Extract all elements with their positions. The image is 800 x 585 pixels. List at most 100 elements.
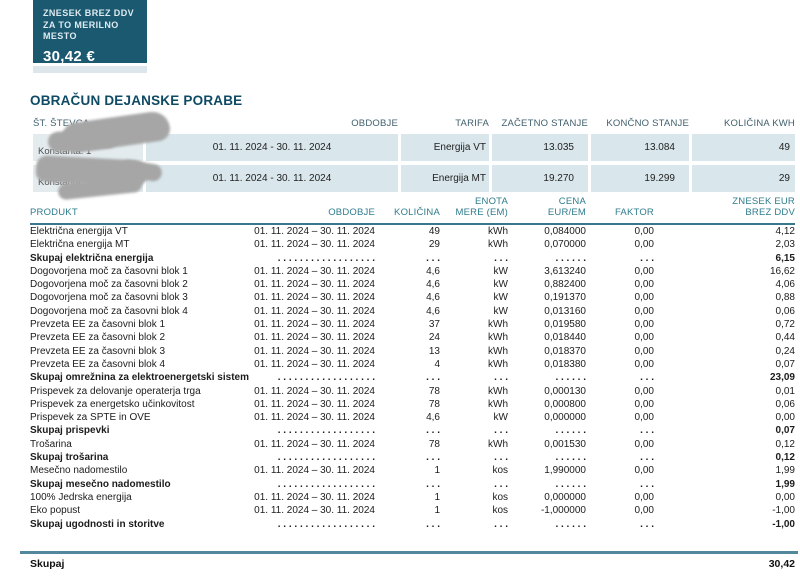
product-unit-cell: . . . [494,452,508,464]
product-amount-cell: 0,24 [775,345,795,357]
meter-header-start: ZAČETNO STANJE [501,118,588,129]
product-factor-cell: 0,00 [634,345,654,357]
product-price-cell: 0,191370 [544,292,586,304]
product-factor-cell: 0,00 [634,505,654,517]
products-header-amount: ZNESEK EUR BREZ DDV [654,196,795,225]
product-factor-cell: 0,00 [634,265,654,277]
product-unit-cell: . . . [494,425,508,437]
product-name-cell: Skupaj električna energija [30,252,154,264]
product-price-cell: . . . . . . [555,252,586,264]
product-price-cell: 1,990000 [544,465,586,477]
product-factor-cell: 0,00 [634,332,654,344]
product-price-cell: 0,013160 [544,305,586,317]
product-price-cell: 0,084000 [544,226,586,237]
product-name-cell: Dogovorjena moč za časovni blok 2 [30,279,188,291]
meter-period-cell: 01. 11. 2024 - 30. 11. 2024 [146,165,398,192]
meter-qty-cell: 49 [692,134,795,161]
products-table-row: Električna energija MT 01. 11. 2024 – 30… [30,238,795,251]
product-period-cell: . . . . . . . . . . . . . . . . . . [277,518,375,530]
product-qty-cell: 4,6 [426,265,440,277]
product-name-cell: 100% Jedrska energija [30,491,132,503]
product-factor-cell: 0,00 [634,438,654,450]
product-qty-cell: . . . [426,518,440,530]
product-price-cell: . . . . . . [555,478,586,490]
product-unit-cell: kos [492,491,508,503]
product-price-cell: -1,000000 [540,505,586,517]
product-period-cell: 01. 11. 2024 – 30. 11. 2024 [254,332,375,344]
products-table-row: Dogovorjena moč za časovni blok 3 01. 11… [30,291,795,304]
product-name-cell: Skupaj mesečno nadomestilo [30,478,171,490]
product-amount-cell: 0,44 [775,332,795,344]
product-qty-cell: 4 [434,358,440,370]
product-amount-cell: 4,06 [775,279,795,291]
product-price-cell: . . . . . . [555,452,586,464]
product-price-cell: 0,000000 [544,491,586,503]
product-unit-cell: kWh [488,332,508,344]
meter-table-row: Konstanta: 1 01. 11. 2024 - 30. 11. 2024… [33,134,795,161]
product-unit-cell: kWh [488,239,508,251]
product-amount-cell: 6,15 [775,252,795,264]
product-name-cell: Skupaj omrežnina za elektroenergetski si… [30,372,249,384]
product-amount-cell: 0,06 [775,305,795,317]
product-unit-cell: kWh [488,358,508,370]
product-amount-cell: 0,00 [775,491,795,503]
product-qty-cell: . . . [426,252,440,264]
product-qty-cell: . . . [426,452,440,464]
product-amount-cell: 1,99 [775,465,795,477]
product-qty-cell: 13 [428,345,440,357]
product-amount-cell: 0,72 [775,319,795,331]
product-factor-cell: 0,00 [634,398,654,410]
product-qty-cell: 1 [434,505,440,517]
product-name-cell: Prevzeta EE za časovni blok 2 [30,332,166,344]
products-table-row: Skupaj omrežnina za elektroenergetski si… [30,371,795,384]
product-unit-cell: kW [493,292,508,304]
product-name-cell: Električna energija VT [30,226,128,237]
product-factor-cell: 0,00 [634,305,654,317]
amount-summary-box: ZNESEK BREZ DDV ZA TO MERILNO MESTO 30,4… [33,0,147,65]
product-amount-cell: 16,62 [769,265,795,277]
product-price-cell: 0,019580 [544,319,586,331]
total-divider-rule [20,551,798,554]
grand-total-amount: 30,42 [768,558,795,570]
product-price-cell: . . . . . . [555,518,586,530]
product-amount-cell: 1,99 [775,478,795,490]
product-period-cell: 01. 11. 2024 – 30. 11. 2024 [254,292,375,304]
product-unit-cell: kW [493,305,508,317]
product-period-cell: 01. 11. 2024 – 30. 11. 2024 [254,412,375,424]
product-name-cell: Prevzeta EE za časovni blok 1 [30,319,166,331]
product-amount-cell: 0,06 [775,398,795,410]
product-period-cell: 01. 11. 2024 – 30. 11. 2024 [254,305,375,317]
products-header-qty: KOLIČINA [375,196,440,225]
product-factor-cell: 0,00 [634,412,654,424]
product-price-cell: 0,070000 [544,239,586,251]
products-table-row: Prispevek za delovanje operaterja trga 0… [30,385,795,398]
product-period-cell: 01. 11. 2024 – 30. 11. 2024 [254,226,375,237]
grand-total-row: Skupaj 30,42 [30,558,795,574]
product-unit-cell: kWh [488,226,508,237]
meter-start-cell: 13.035 [492,134,588,161]
product-price-cell: 3,613240 [544,265,586,277]
product-qty-cell: 78 [428,438,440,450]
product-factor-cell: 0,00 [634,385,654,397]
product-factor-cell: 0,00 [634,239,654,251]
product-qty-cell: 29 [428,239,440,251]
products-header-period: OBDOBJE [235,196,375,225]
product-unit-cell: . . . [494,478,508,490]
product-amount-cell: 0,12 [775,438,795,450]
products-table-row: 100% Jedrska energija 01. 11. 2024 – 30.… [30,491,795,504]
product-name-cell: Skupaj prispevki [30,425,110,437]
product-factor-cell: 0,00 [634,292,654,304]
product-name-cell: Prevzeta EE za časovni blok 3 [30,345,166,357]
amount-box-value: 30,42 € [43,47,96,65]
products-table-row: Prispevek za SPTE in OVE 01. 11. 2024 – … [30,411,795,424]
products-table-row: Eko popust 01. 11. 2024 – 30. 11. 2024 1… [30,504,795,517]
product-period-cell: 01. 11. 2024 – 30. 11. 2024 [254,465,375,477]
products-table-row: Skupaj trošarina . . . . . . . . . . . .… [30,451,795,464]
product-period-cell: . . . . . . . . . . . . . . . . . . [277,452,375,464]
product-price-cell: 0,001530 [544,438,586,450]
product-price-cell: 0,882400 [544,279,586,291]
product-period-cell: 01. 11. 2024 – 30. 11. 2024 [254,505,375,517]
product-amount-cell: 0,88 [775,292,795,304]
meter-qty-cell: 29 [692,165,795,192]
